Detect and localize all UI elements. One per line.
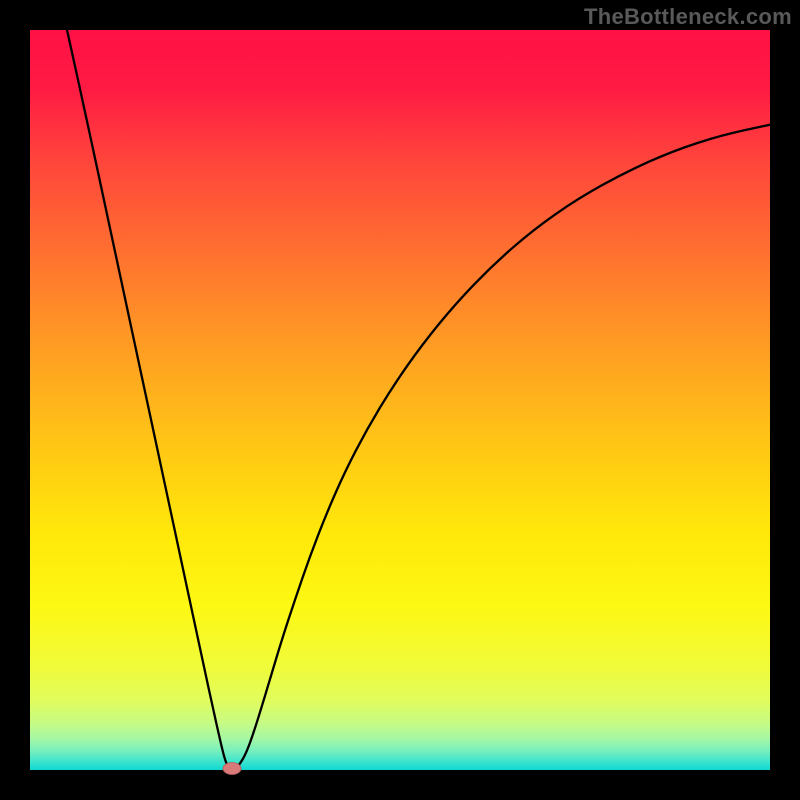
watermark-text: TheBottleneck.com — [584, 4, 792, 30]
minimum-marker — [223, 763, 241, 775]
chart-container: { "watermark": { "text": "TheBottleneck.… — [0, 0, 800, 800]
bottleneck-chart — [0, 0, 800, 800]
chart-background — [30, 30, 770, 770]
